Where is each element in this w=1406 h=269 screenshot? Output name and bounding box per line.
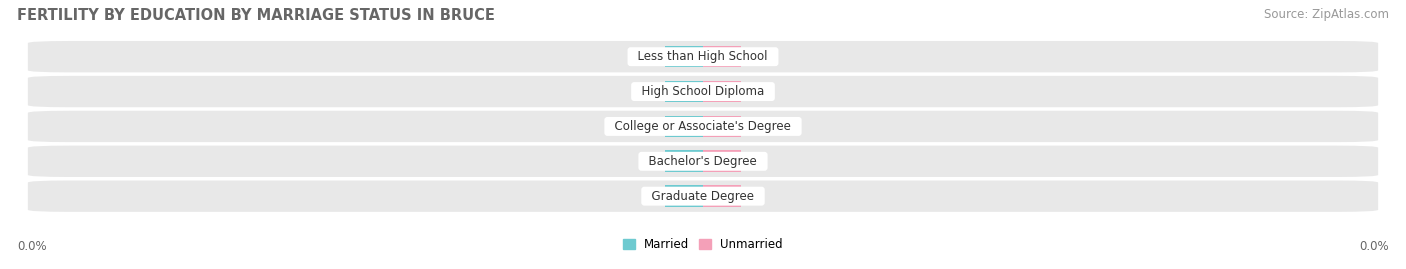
Text: 0.0%: 0.0% [1360, 240, 1389, 253]
Text: College or Associate's Degree: College or Associate's Degree [607, 120, 799, 133]
Text: 0.0%: 0.0% [669, 191, 699, 201]
Bar [665, 185, 703, 207]
Bar [703, 150, 741, 172]
Text: 0.0%: 0.0% [669, 87, 699, 97]
FancyBboxPatch shape [28, 41, 1378, 72]
Bar [665, 150, 703, 172]
Text: 0.0%: 0.0% [669, 156, 699, 166]
Text: 0.0%: 0.0% [707, 191, 737, 201]
Text: 0.0%: 0.0% [669, 52, 699, 62]
Text: Less than High School: Less than High School [630, 50, 776, 63]
Text: 0.0%: 0.0% [707, 52, 737, 62]
Legend: Married, Unmarried: Married, Unmarried [619, 234, 787, 256]
Text: Graduate Degree: Graduate Degree [644, 190, 762, 203]
Bar [703, 46, 741, 68]
Bar [703, 185, 741, 207]
FancyBboxPatch shape [28, 180, 1378, 212]
Bar [665, 116, 703, 137]
FancyBboxPatch shape [28, 76, 1378, 107]
Text: Source: ZipAtlas.com: Source: ZipAtlas.com [1264, 8, 1389, 21]
Bar [665, 46, 703, 68]
Bar [703, 116, 741, 137]
Text: FERTILITY BY EDUCATION BY MARRIAGE STATUS IN BRUCE: FERTILITY BY EDUCATION BY MARRIAGE STATU… [17, 8, 495, 23]
Bar [703, 81, 741, 102]
Text: High School Diploma: High School Diploma [634, 85, 772, 98]
Text: Bachelor's Degree: Bachelor's Degree [641, 155, 765, 168]
Bar [665, 81, 703, 102]
Text: 0.0%: 0.0% [17, 240, 46, 253]
Text: 0.0%: 0.0% [669, 121, 699, 132]
FancyBboxPatch shape [28, 111, 1378, 142]
FancyBboxPatch shape [28, 146, 1378, 177]
Text: 0.0%: 0.0% [707, 121, 737, 132]
Text: 0.0%: 0.0% [707, 156, 737, 166]
Text: 0.0%: 0.0% [707, 87, 737, 97]
